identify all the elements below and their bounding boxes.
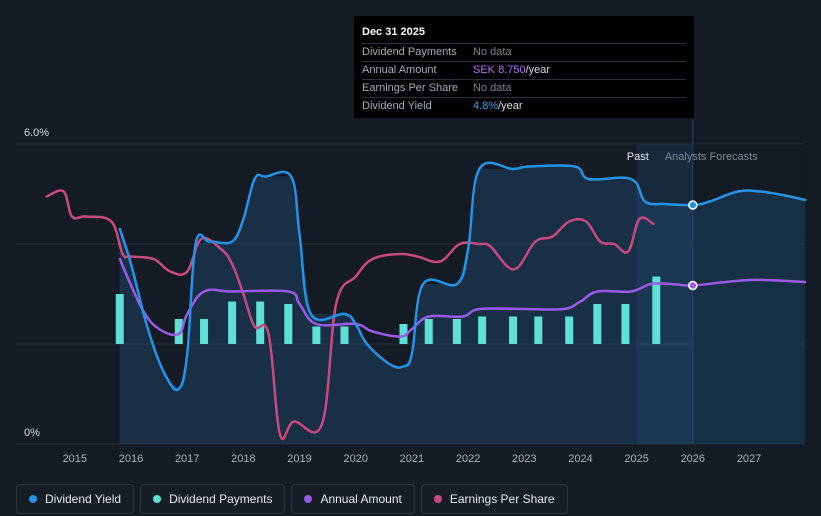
legend-label: Dividend Payments: [169, 492, 273, 506]
legend: Dividend Yield Dividend Payments Annual …: [16, 484, 568, 514]
tooltip-value: No data: [473, 46, 512, 58]
tooltip-row-dividend-payments: Dividend Payments No data: [362, 44, 686, 62]
x-tick-label: 2015: [63, 453, 87, 465]
tooltip-label: Dividend Payments: [362, 46, 457, 58]
amount-marker: [688, 280, 698, 291]
yield-line: [118, 161, 807, 392]
past-label: Past: [627, 151, 649, 163]
tooltip: Dec 31 2025 Dividend Payments No data An…: [354, 16, 694, 118]
legend-label: Dividend Yield: [45, 492, 122, 506]
dividend-payment-bar: [340, 326, 349, 344]
dividend-payment-bar: [652, 276, 661, 344]
yield-marker: [688, 200, 698, 210]
legend-label: Earnings Per Share: [449, 492, 555, 506]
legend-item-dividend-yield[interactable]: Dividend Yield: [16, 484, 135, 514]
tooltip-amount: SEK 8.750: [473, 64, 526, 76]
tooltip-value: SEK 8.750/year: [473, 62, 550, 79]
x-tick-label: 2025: [624, 453, 648, 465]
annual-amount-dot-icon: [304, 495, 313, 503]
dividend-payment-bar: [284, 304, 293, 344]
tooltip-value: 4.8%/year: [473, 98, 523, 115]
dividend-yield-dot-icon: [29, 495, 37, 503]
y-tick-label-bottom: 0%: [24, 427, 40, 439]
tooltip-label: Dividend Yield: [362, 100, 432, 112]
y-tick-label-top: 6.0%: [24, 127, 49, 139]
past-highlight-band: [636, 144, 693, 444]
dividend-payment-bar: [452, 319, 461, 344]
tooltip-yield: 4.8%: [473, 100, 499, 112]
dividend-payment-bar: [312, 326, 321, 344]
x-tick-label: 2018: [231, 453, 255, 465]
legend-label: Annual Amount: [320, 492, 402, 506]
x-tick-label: 2022: [456, 453, 480, 465]
dividend-payment-bar: [200, 319, 209, 344]
tooltip-date: Dec 31 2025: [362, 21, 686, 44]
dividend-payment-bar: [534, 316, 543, 344]
x-tick-label: 2024: [568, 453, 592, 465]
x-tick-label: 2020: [343, 453, 367, 465]
dividend-payment-bar: [256, 301, 265, 344]
dividend-payment-bar: [478, 316, 487, 344]
earnings-per-share-dot-icon: [433, 495, 442, 503]
x-tick-label: 2016: [119, 453, 143, 465]
dividend-payment-bar: [565, 316, 574, 344]
x-tick-label: 2017: [175, 453, 199, 465]
dividend-payment-bar: [228, 301, 237, 344]
dividend-payment-bar: [621, 304, 630, 344]
legend-item-annual-amount[interactable]: Annual Amount: [291, 484, 415, 514]
chart-axes: 2015 2016 2017 2018 2019 2020 2021 2022 2023 2024…: [24, 127, 761, 465]
dividend-payments-dot-icon: [153, 495, 162, 503]
legend-item-earnings-per-share[interactable]: Earnings Per Share: [420, 484, 568, 514]
tooltip-value: No data: [473, 82, 512, 94]
amount-line: [118, 257, 807, 338]
dividend-payment-bar: [115, 294, 124, 344]
dividend-payment-bar: [593, 304, 602, 344]
dividend-payment-bar: [399, 324, 408, 344]
tooltip-label: Earnings Per Share: [362, 82, 458, 94]
x-tick-label: 2023: [512, 453, 536, 465]
tooltip-unit: /year: [498, 100, 523, 112]
tooltip-row-annual-amount: Annual Amount SEK 8.750/year: [362, 62, 686, 80]
forecast-label: Analysts Forecasts: [665, 151, 758, 163]
x-tick-label: 2026: [681, 453, 705, 465]
dividend-yield-area: [119, 166, 806, 444]
legend-item-dividend-payments[interactable]: Dividend Payments: [140, 484, 286, 514]
tooltip-row-dividend-yield: Dividend Yield 4.8%/year: [362, 98, 686, 115]
dividend-payment-bar: [174, 319, 183, 344]
forecast-region: [692, 144, 805, 444]
tooltip-unit: /year: [525, 64, 551, 76]
tooltip-label: Annual Amount: [362, 64, 437, 76]
x-tick-label: 2021: [400, 453, 424, 465]
dividend-payments-bars: [115, 276, 661, 344]
x-tick-label: 2019: [287, 453, 311, 465]
chart-markers: [688, 200, 698, 291]
dividend-payment-bar: [424, 319, 433, 344]
chart-areas: [119, 120, 806, 444]
chart-lines: [45, 161, 807, 441]
x-tick-label: 2027: [737, 453, 761, 465]
dividend-payment-bar: [509, 316, 518, 344]
tooltip-row-earnings-per-share: Earnings Per Share No data: [362, 80, 686, 98]
